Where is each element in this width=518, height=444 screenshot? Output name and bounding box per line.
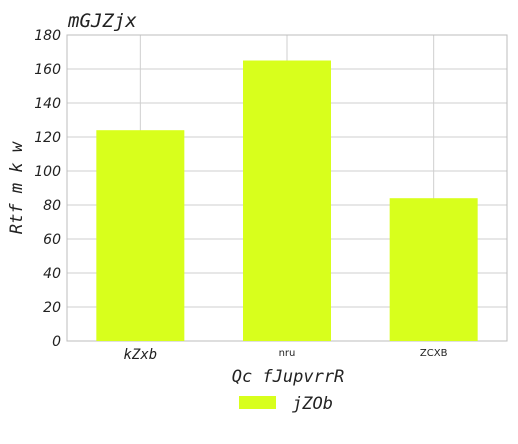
y-axis-label: Rtf m k w <box>7 141 27 234</box>
y-tick-label: 0 <box>52 334 61 350</box>
x-tick-label: ZCXB <box>420 348 448 359</box>
x-tick-label: nru <box>279 348 296 359</box>
y-tick-label: 40 <box>43 266 61 282</box>
x-axis-label: Qc fJupvrrR <box>232 367 345 387</box>
y-tick-label: 140 <box>34 96 61 112</box>
y-tick-label: 20 <box>43 300 61 316</box>
legend: jZOb <box>239 394 333 414</box>
y-tick-labels: 0 20 40 60 80 100 120 140 160 180 <box>34 28 61 350</box>
x-tick-labels: kZxb nru ZCXB <box>123 347 447 363</box>
y-tick-label: 180 <box>34 28 61 44</box>
bar-kZxb <box>96 130 184 341</box>
legend-swatch <box>239 396 276 409</box>
y-tick-label: 60 <box>43 232 61 248</box>
y-tick-label: 160 <box>34 62 61 78</box>
y-tick-label: 100 <box>34 164 61 180</box>
y-tick-label: 120 <box>34 130 61 146</box>
bar-ZCXB <box>390 198 478 341</box>
y-tick-label: 80 <box>43 198 61 214</box>
bar-nru <box>243 61 331 342</box>
chart-title: mGJZjx <box>67 10 137 32</box>
legend-label: jZOb <box>292 394 333 414</box>
x-tick-label: kZxb <box>123 347 157 363</box>
